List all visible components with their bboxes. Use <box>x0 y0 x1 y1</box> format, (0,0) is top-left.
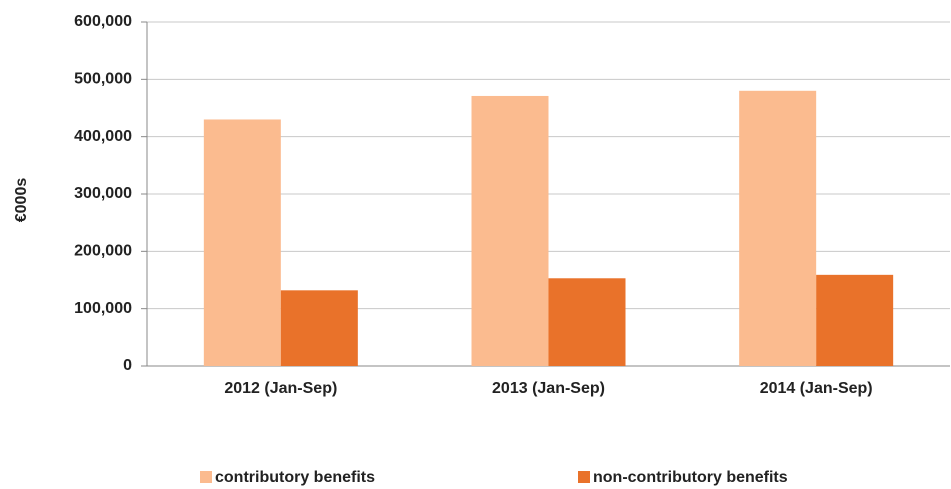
bar <box>548 278 626 366</box>
bar <box>816 274 894 366</box>
legend-label: contributory benefits <box>215 469 375 486</box>
x-tick-label: 2013 (Jan-Sep) <box>492 380 605 397</box>
legend-swatch <box>200 471 212 483</box>
x-tick-label: 2012 (Jan-Sep) <box>224 380 337 397</box>
y-axis-label: €000s <box>13 178 30 223</box>
bar <box>280 290 358 366</box>
y-tick-label: 500,000 <box>74 71 132 88</box>
y-tick-label: 400,000 <box>74 128 132 145</box>
bar <box>739 90 817 367</box>
bar <box>471 95 549 367</box>
bar <box>203 119 281 366</box>
y-tick-label: 100,000 <box>74 300 132 317</box>
legend-swatch <box>578 471 590 483</box>
x-tick-label: 2014 (Jan-Sep) <box>760 380 873 397</box>
legend-label: non-contributory benefits <box>593 469 788 486</box>
y-tick-label: 200,000 <box>74 243 132 260</box>
y-tick-label: 600,000 <box>74 13 132 30</box>
y-tick-label: 300,000 <box>74 185 132 202</box>
y-tick-label: 0 <box>123 357 132 374</box>
